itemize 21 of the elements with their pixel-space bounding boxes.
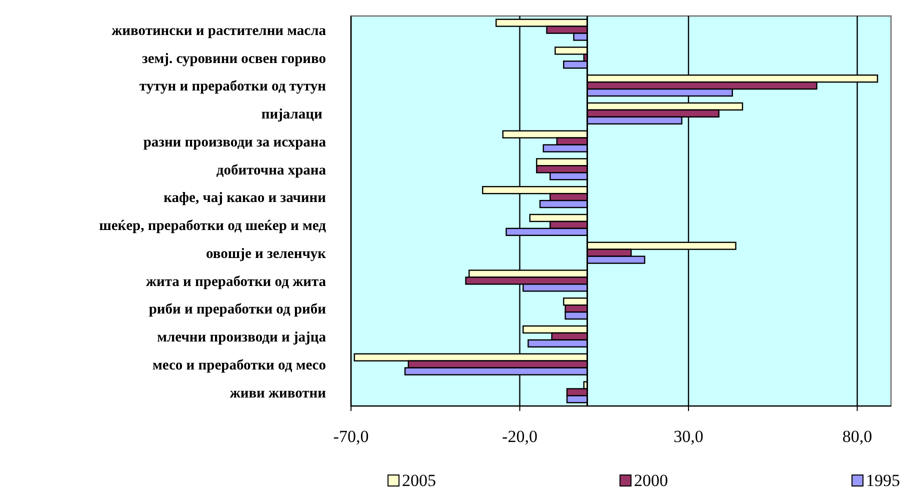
legend-label: 2000 bbox=[634, 471, 668, 490]
y-tick-label: земј. суровини освен гориво bbox=[142, 50, 326, 67]
y-tick-label: тутун и преработки од тутун bbox=[139, 78, 326, 95]
y-tick-label: живи животни bbox=[230, 385, 326, 402]
y-tick-label: млечни производи и јајца bbox=[157, 330, 327, 346]
y-tick-label: риби и преработки од риби bbox=[148, 302, 326, 318]
x-tick-label: -70,0 bbox=[333, 427, 369, 446]
y-tick-label: разни производи за исхрана bbox=[143, 134, 327, 150]
y-tick-label: добиточна храна bbox=[216, 162, 327, 178]
legend-label: 1995 bbox=[866, 471, 900, 490]
y-tick-label: животински и растителни масла bbox=[112, 22, 327, 39]
legend-label: 2005 bbox=[402, 471, 436, 490]
x-tick-label: 30,0 bbox=[674, 427, 704, 446]
y-tick-label: кафе, чај какао и зачини bbox=[164, 190, 326, 206]
x-tick-label: -20,0 bbox=[502, 427, 538, 446]
y-tick-label: месо и преработки од месо bbox=[152, 357, 326, 374]
y-tick-label: шеќер, преработки од шеќер и мед bbox=[99, 218, 327, 234]
y-tick-label: жита и преработки од жита bbox=[146, 274, 327, 290]
x-tick-label: 80,0 bbox=[842, 427, 872, 446]
y-tick-label: овошје и зеленчук bbox=[206, 246, 327, 262]
y-tick-label: пијалаци bbox=[261, 106, 326, 123]
